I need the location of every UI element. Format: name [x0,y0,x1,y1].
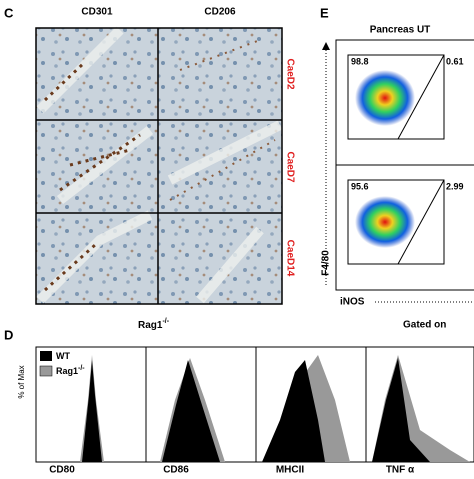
row-label: CaeD7 [284,151,295,183]
panel-letter: E [320,5,329,20]
plot-title: Pancreas UT [370,25,431,36]
axis-label: F4/80 [321,250,332,276]
flow-plots [322,39,474,303]
label-base: Rag1 [56,366,78,376]
column-label: CD301 [81,7,113,18]
label-base: WT [56,351,70,361]
histograms [35,346,474,463]
legend-label: WT [56,351,70,361]
gate-value: 2.99 [446,181,464,191]
row-label: CaeD14 [284,240,295,277]
marker-label: TNF α [386,465,415,474]
row-label: CaeD2 [284,58,295,90]
label-base: Rag1 [138,320,163,331]
marker-label: MHCII [276,465,305,474]
micrographs [35,26,283,305]
label-superscript: -/- [78,365,85,372]
axis-label: iNOS [340,297,365,308]
label-superscript: -/- [162,318,169,325]
marker-label: CD80 [49,465,75,474]
gate-value: 98.8 [351,56,369,66]
panel-letter: D [4,327,13,342]
marker-label: CD86 [163,465,189,474]
gate-value: 95.6 [351,181,369,191]
column-label: CD206 [204,7,236,18]
legend-label: Rag1-/- [56,365,85,377]
genotype-label: Rag1-/- [138,318,170,331]
gating-note: Gated on [403,320,446,331]
gate-value: 0.61 [446,56,464,66]
axis-label: % of Max [17,365,26,398]
panel-letter: C [4,5,14,20]
